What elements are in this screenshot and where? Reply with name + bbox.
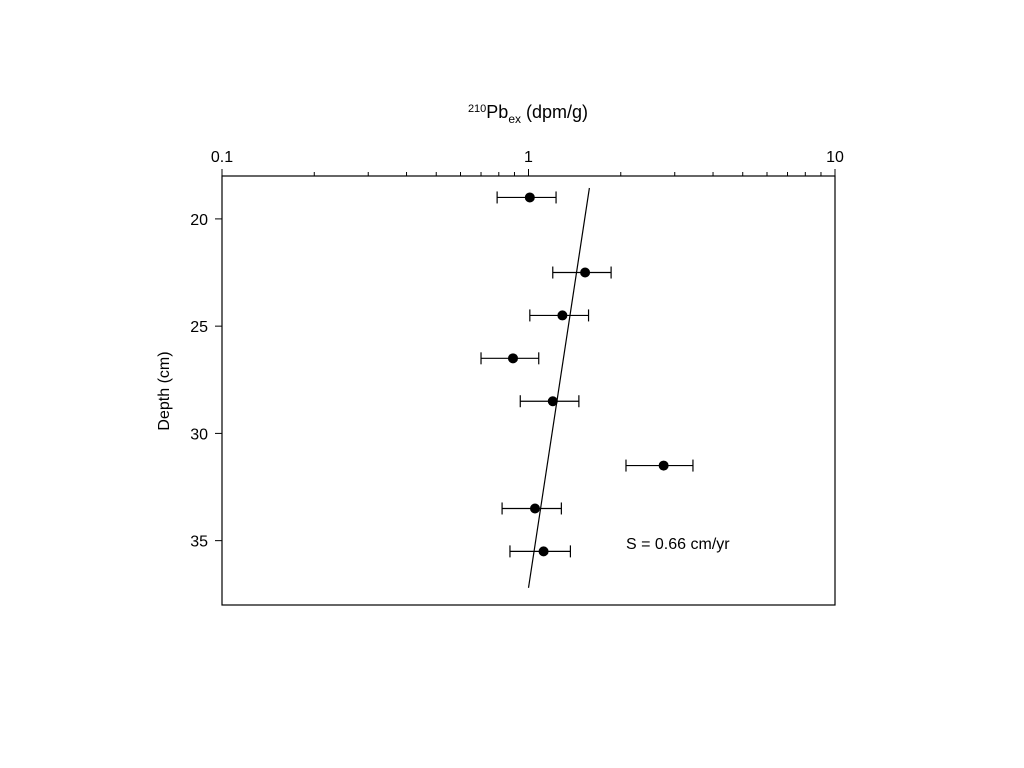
data-point bbox=[557, 310, 568, 321]
plot-frame bbox=[221, 175, 836, 606]
x-tick-label: 1 bbox=[524, 149, 533, 166]
data-point bbox=[538, 546, 549, 557]
y-tick-label: 20 bbox=[190, 212, 208, 229]
data-point bbox=[524, 192, 535, 203]
annotation: S = 0.66 cm/yr bbox=[626, 536, 730, 553]
y-tick-label: 35 bbox=[190, 534, 208, 551]
x-axis-label: 210Pbex (dpm/g) bbox=[468, 102, 588, 126]
data-point bbox=[529, 503, 540, 514]
x-label-main: Pb bbox=[486, 102, 508, 122]
y-tick-label: 25 bbox=[190, 319, 208, 336]
data-point bbox=[547, 396, 558, 407]
x-tick-label: 0.1 bbox=[211, 149, 233, 166]
y-axis-label: Depth (cm) bbox=[156, 351, 173, 430]
y-tick-label: 30 bbox=[190, 426, 208, 443]
x-label-sup: 210 bbox=[468, 103, 486, 115]
data-point bbox=[580, 267, 591, 278]
fit-line bbox=[527, 187, 590, 588]
data-point bbox=[507, 353, 518, 364]
x-tick-label: 10 bbox=[826, 149, 844, 166]
x-label-sub: ex bbox=[508, 112, 521, 126]
data-point bbox=[658, 460, 669, 471]
x-label-rest: (dpm/g) bbox=[521, 102, 588, 122]
